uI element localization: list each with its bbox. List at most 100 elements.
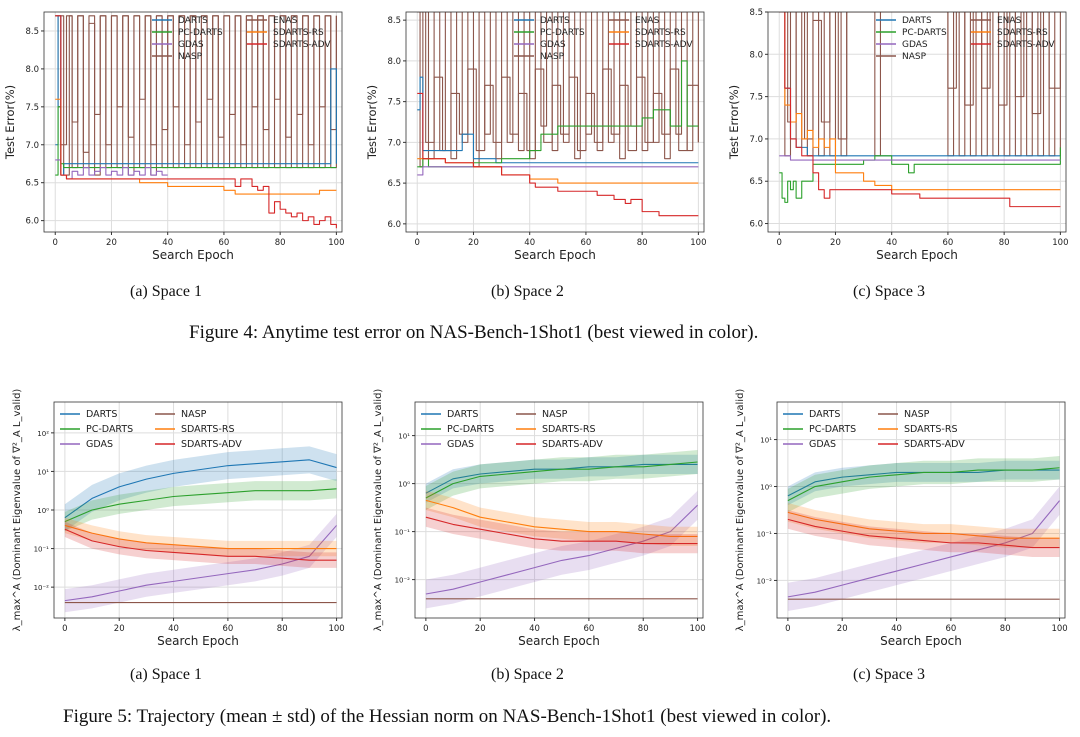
legend-label-darts: DARTS bbox=[178, 16, 208, 26]
chart-fig5c: 0 20 40 60 80 100 10⁻² 10⁻¹ 10⁰ 10¹ Search Epoch λ_… bbox=[735, 389, 1068, 648]
legend-label-darts: DARTS bbox=[809, 409, 840, 420]
y-tick-label: 6.5 bbox=[25, 179, 39, 189]
x-tick-label: 60 bbox=[945, 624, 956, 634]
legend-label-sdarts-rs: SDARTS-RS bbox=[542, 424, 595, 435]
x-tick-label: 0 bbox=[53, 238, 58, 248]
y-tick-label: 10⁰ bbox=[398, 481, 410, 489]
fig4-subcaption-b: (b) Space 2 bbox=[491, 283, 564, 300]
legend-label-pc-darts: PC-DARTS bbox=[902, 28, 947, 38]
y-tick-label: 6.0 bbox=[25, 217, 39, 227]
legend-label-enas: ENAS bbox=[635, 16, 660, 26]
y-tick-label: 10¹ bbox=[37, 468, 49, 476]
x-tick-label: 100 bbox=[690, 238, 706, 248]
series-band-sdarts-rs bbox=[425, 490, 698, 546]
legend-label-pc-darts: PC-DARTS bbox=[178, 28, 223, 38]
series-line-sdarts-rs bbox=[787, 511, 1060, 539]
series-line-pc-darts bbox=[64, 488, 337, 523]
series-line-gdas bbox=[55, 159, 168, 180]
series-band-pc-darts bbox=[425, 450, 698, 510]
y-tick-label: 8.5 bbox=[749, 8, 763, 18]
axes-frame bbox=[776, 401, 1066, 619]
x-tick-label: 60 bbox=[943, 238, 954, 248]
plot-area bbox=[425, 450, 698, 609]
series-line-nasp bbox=[417, 12, 699, 168]
x-axis-label: Search Epoch bbox=[514, 248, 596, 262]
legend-label-sdarts-rs: SDARTS-RS bbox=[904, 424, 957, 435]
legend-label-sdarts-adv: SDARTS-ADV bbox=[997, 40, 1055, 50]
x-tick-label: 60 bbox=[581, 238, 592, 248]
legend-label-darts: DARTS bbox=[86, 409, 117, 420]
legend-label-gdas: GDAS bbox=[178, 40, 204, 50]
axes-frame bbox=[414, 401, 704, 619]
fig4-subcaption-a: (a) Space 1 bbox=[130, 283, 202, 300]
x-tick-label: 80 bbox=[999, 238, 1010, 248]
legend-label-pc-darts: PC-DARTS bbox=[447, 424, 494, 435]
series-line-gdas bbox=[64, 525, 337, 602]
series-band-sdarts-adv bbox=[425, 507, 698, 554]
y-axis-label: λ_max^A (Dominant Eigenvalue of ∇²_A L_v… bbox=[12, 389, 23, 632]
series-band-gdas bbox=[425, 490, 698, 609]
x-tick-label: 40 bbox=[529, 624, 540, 634]
series-band-darts bbox=[787, 460, 1060, 506]
y-tick-label: 7.5 bbox=[749, 93, 763, 103]
series-band-sdarts-rs bbox=[64, 517, 337, 557]
chart-fig4c: 0 20 40 60 80 100 6.0 6.5 7.0 7.5 8.0 8.5 Search Epo… bbox=[727, 8, 1068, 262]
series-line-darts bbox=[64, 459, 337, 519]
legend-label-sdarts-rs: SDARTS-RS bbox=[635, 28, 686, 38]
series-line-sdarts-adv bbox=[417, 92, 699, 217]
y-axis-label: Test Error(%) bbox=[727, 85, 741, 160]
y-tick-label: 10² bbox=[37, 430, 49, 438]
series-line-sdarts-rs bbox=[425, 499, 698, 537]
legend-label-sdarts-rs: SDARTS-RS bbox=[273, 28, 324, 38]
x-tick-label: 60 bbox=[222, 624, 233, 634]
plot-area bbox=[779, 12, 1061, 208]
y-tick-label: 10¹ bbox=[398, 433, 410, 441]
series-band-sdarts-rs bbox=[787, 502, 1060, 548]
chart-fig4b: 0 20 40 60 80 100 6.0 6.5 7.0 7.5 8.0 8.5 Search Epo… bbox=[365, 11, 706, 262]
chart-fig4a: 0 20 40 60 80 100 6.0 6.5 7.0 7.5 8.0 8.5 Search Epo… bbox=[3, 11, 344, 262]
fig5-subcaption-a: (a) Space 1 bbox=[130, 666, 202, 683]
y-tick-label: 6.0 bbox=[749, 220, 763, 230]
x-tick-label: 20 bbox=[468, 238, 479, 248]
x-tick-label: 40 bbox=[886, 238, 897, 248]
x-tick-label: 80 bbox=[638, 624, 649, 634]
y-tick-label: 6.5 bbox=[749, 177, 763, 187]
axes-frame bbox=[405, 11, 705, 233]
plot-area bbox=[55, 15, 337, 229]
series-line-gdas bbox=[787, 500, 1060, 598]
x-axis-label: Search Epoch bbox=[518, 634, 600, 648]
series-line-sdarts-adv bbox=[779, 12, 1061, 208]
axes-frame bbox=[767, 11, 1067, 233]
plot-area bbox=[787, 456, 1060, 611]
legend-label-nasp: NASP bbox=[902, 52, 927, 62]
y-tick-label: 10⁻² bbox=[34, 584, 50, 592]
x-tick-label: 100 bbox=[328, 238, 344, 248]
x-tick-label: 100 bbox=[328, 624, 344, 634]
y-tick-label: 7.0 bbox=[25, 141, 39, 151]
y-tick-label: 8.0 bbox=[387, 57, 401, 67]
y-tick-label: 8.0 bbox=[749, 50, 763, 60]
series-line-sdarts-adv bbox=[55, 15, 337, 229]
y-axis-label: Test Error(%) bbox=[365, 85, 379, 160]
legend-label-pc-darts: PC-DARTS bbox=[86, 424, 133, 435]
legend-label-sdarts-rs: SDARTS-RS bbox=[997, 28, 1048, 38]
x-tick-label: 0 bbox=[785, 624, 790, 634]
legend-label-pc-darts: PC-DARTS bbox=[809, 424, 856, 435]
y-tick-label: 7.5 bbox=[25, 103, 39, 113]
series-line-darts bbox=[417, 76, 699, 164]
plot-area bbox=[417, 12, 699, 217]
series-line-enas bbox=[55, 15, 337, 153]
y-tick-label: 7.0 bbox=[749, 135, 763, 145]
legend-label-nasp: NASP bbox=[181, 409, 207, 420]
series-line-sdarts-adv bbox=[425, 516, 698, 545]
y-tick-label: 10⁰ bbox=[37, 507, 49, 515]
legend-label-sdarts-adv: SDARTS-ADV bbox=[635, 40, 693, 50]
y-axis-label: λ_max^A (Dominant Eigenvalue of ∇²_A L_v… bbox=[735, 389, 746, 632]
legend-label-enas: ENAS bbox=[997, 16, 1022, 26]
series-line-gdas bbox=[417, 166, 699, 176]
x-tick-label: 100 bbox=[1052, 238, 1068, 248]
series-band-darts bbox=[64, 446, 337, 532]
series-line-pc-darts bbox=[787, 467, 1060, 502]
x-tick-label: 20 bbox=[837, 624, 848, 634]
